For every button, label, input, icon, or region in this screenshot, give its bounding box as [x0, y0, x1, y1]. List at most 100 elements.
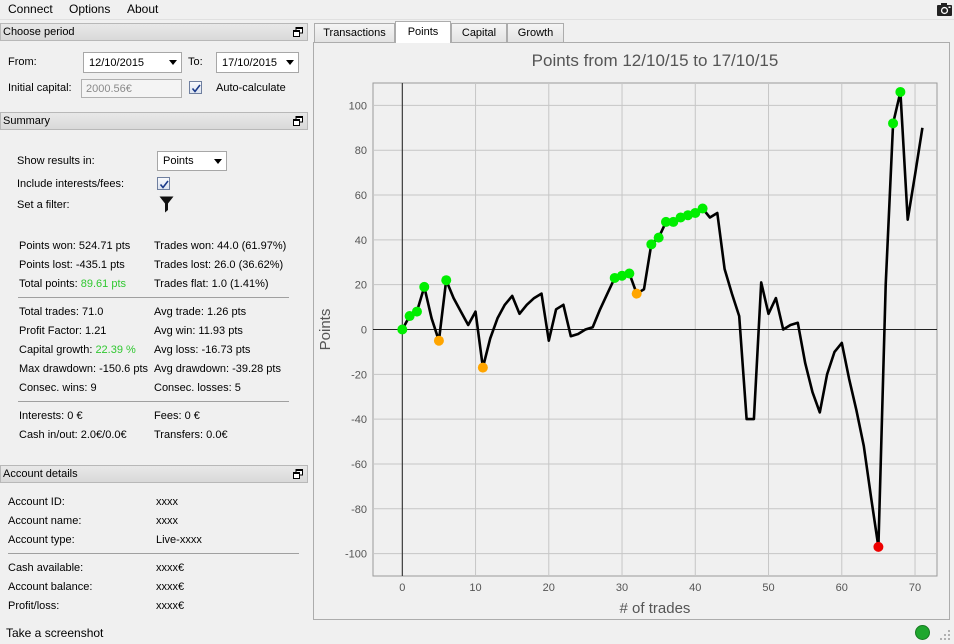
chevron-down-icon [169, 60, 177, 65]
camera-icon[interactable] [936, 1, 953, 18]
undock-icon[interactable] [293, 27, 303, 37]
account-details-title: Account details [3, 468, 78, 480]
win-point [419, 281, 430, 292]
account-id-value: xxxx [156, 496, 178, 508]
account-name-value: xxxx [156, 515, 178, 527]
summary-divider-2 [18, 401, 289, 402]
include-interests-label: Include interests/fees: [17, 178, 125, 190]
filter-icon[interactable] [159, 196, 174, 216]
tab-transactions[interactable]: Transactions [314, 23, 395, 42]
total-trades: Total trades: 71.0 [19, 306, 104, 318]
points-lost: Points lost: -435.1 pts [19, 259, 125, 271]
y-tick-label: 100 [349, 100, 367, 112]
account-type-label: Account type: [8, 534, 75, 546]
initial-capital-value: 2000.56€ [86, 83, 132, 95]
trades-lost: Trades lost: 26.0 (36.62%) [154, 259, 284, 271]
account-divider [8, 553, 299, 554]
checkmark-icon [191, 84, 201, 93]
y-tick-label: -80 [351, 504, 367, 516]
initial-capital-label: Initial capital: [8, 82, 72, 94]
set-filter-label: Set a filter: [17, 199, 70, 211]
show-results-value: Points [163, 155, 194, 167]
initial-capital-input[interactable]: 2000.56€ [81, 79, 182, 98]
x-tick-label: 40 [689, 582, 701, 594]
win-point [653, 232, 664, 243]
win-point [690, 207, 701, 218]
account-balance-label: Account balance: [8, 581, 93, 593]
x-tick-label: 10 [469, 582, 481, 594]
fees: Fees: 0 € [154, 410, 200, 422]
tab-points[interactable]: Points [395, 21, 451, 43]
y-tick-label: 0 [361, 325, 367, 337]
connection-status-icon [915, 625, 930, 640]
account-id-label: Account ID: [8, 496, 65, 508]
x-tick-label: 20 [543, 582, 555, 594]
menubar: Connect Options About [0, 0, 954, 20]
summary-header: Summary [0, 112, 308, 130]
win-point [646, 239, 657, 250]
interests: Interests: 0 € [19, 410, 83, 422]
menu-connect[interactable]: Connect [8, 2, 53, 16]
account-name-label: Account name: [8, 515, 82, 527]
to-date-combo[interactable]: 17/10/2015 [216, 52, 299, 73]
win-point [624, 268, 635, 279]
loss-point [631, 288, 642, 299]
undock-icon[interactable] [293, 116, 303, 126]
x-tick-label: 0 [399, 582, 405, 594]
y-tick-label: 80 [355, 145, 367, 157]
max-drawdown: Max drawdown: -150.6 pts [19, 363, 149, 375]
profit-factor: Profit Factor: 1.21 [19, 325, 107, 337]
summary-title: Summary [3, 115, 51, 127]
resize-grip-icon[interactable] [936, 626, 952, 642]
total-points-label: Total points: [19, 278, 81, 290]
status-text: Take a screenshot [6, 626, 104, 640]
capital-growth-value: 22.39 % [95, 344, 136, 356]
y-axis-label: Points [317, 309, 334, 351]
y-tick-label: -100 [345, 549, 367, 561]
x-axis-label: # of trades [620, 600, 691, 617]
from-date-combo[interactable]: 12/10/2015 [83, 52, 182, 73]
auto-calculate-label: Auto-calculate [216, 82, 286, 94]
trades-flat: Trades flat: 1.0 (1.41%) [154, 278, 269, 290]
cash-available-label: Cash available: [8, 562, 84, 574]
consec-losses: Consec. losses: 5 [154, 382, 241, 394]
chevron-down-icon [214, 159, 222, 164]
y-tick-label: 60 [355, 190, 367, 202]
total-points: Total points: 89.61 pts [19, 278, 126, 290]
show-results-combo[interactable]: Points [157, 151, 227, 171]
y-tick-label: 40 [355, 235, 367, 247]
account-details-header: Account details [0, 465, 308, 483]
consec-wins: Consec. wins: 9 [19, 382, 97, 394]
avg-trade: Avg trade: 1.26 pts [154, 306, 247, 318]
cash-available-value: xxxx€ [156, 562, 185, 574]
win-point [888, 118, 899, 129]
summary-divider-1 [18, 297, 289, 298]
win-point [404, 311, 415, 322]
auto-calculate-checkbox[interactable] [189, 81, 202, 94]
win-point [411, 306, 422, 317]
series-line [401, 90, 924, 549]
tab-growth[interactable]: Growth [507, 23, 564, 42]
avg-drawdown: Avg drawdown: -39.28 pts [154, 363, 281, 375]
menu-options[interactable]: Options [69, 2, 111, 16]
win-point [441, 275, 452, 286]
cash-in-out: Cash in/out: 2.0€/0.0€ [19, 429, 127, 441]
y-tick-label: -60 [351, 459, 367, 471]
win-point [397, 324, 408, 335]
total-points-value: 89.61 pts [80, 278, 127, 290]
points-chart: 0 10 20 30 40 50 60 70 -100 -80 -60 -40 -20 0 20 40 60 80… [317, 51, 938, 617]
y-tick-label: -40 [351, 414, 367, 426]
win-point [668, 216, 679, 227]
include-interests-checkbox[interactable] [157, 177, 170, 190]
left-panel: Choose period From: 12/10/2015 To: 17/10… [0, 21, 309, 621]
x-tick-label: 50 [762, 582, 774, 594]
checkmark-icon [159, 180, 169, 189]
menu-about[interactable]: About [127, 2, 159, 16]
to-date-value: 17/10/2015 [222, 57, 278, 69]
tab-capital[interactable]: Capital [451, 23, 507, 42]
trades-won: Trades won: 44.0 (61.97%) [154, 240, 287, 252]
undock-icon[interactable] [293, 469, 303, 479]
chevron-down-icon [286, 60, 294, 65]
avg-win: Avg win: 11.93 pts [154, 325, 243, 337]
account-type-value: Live-xxxx [156, 534, 202, 546]
